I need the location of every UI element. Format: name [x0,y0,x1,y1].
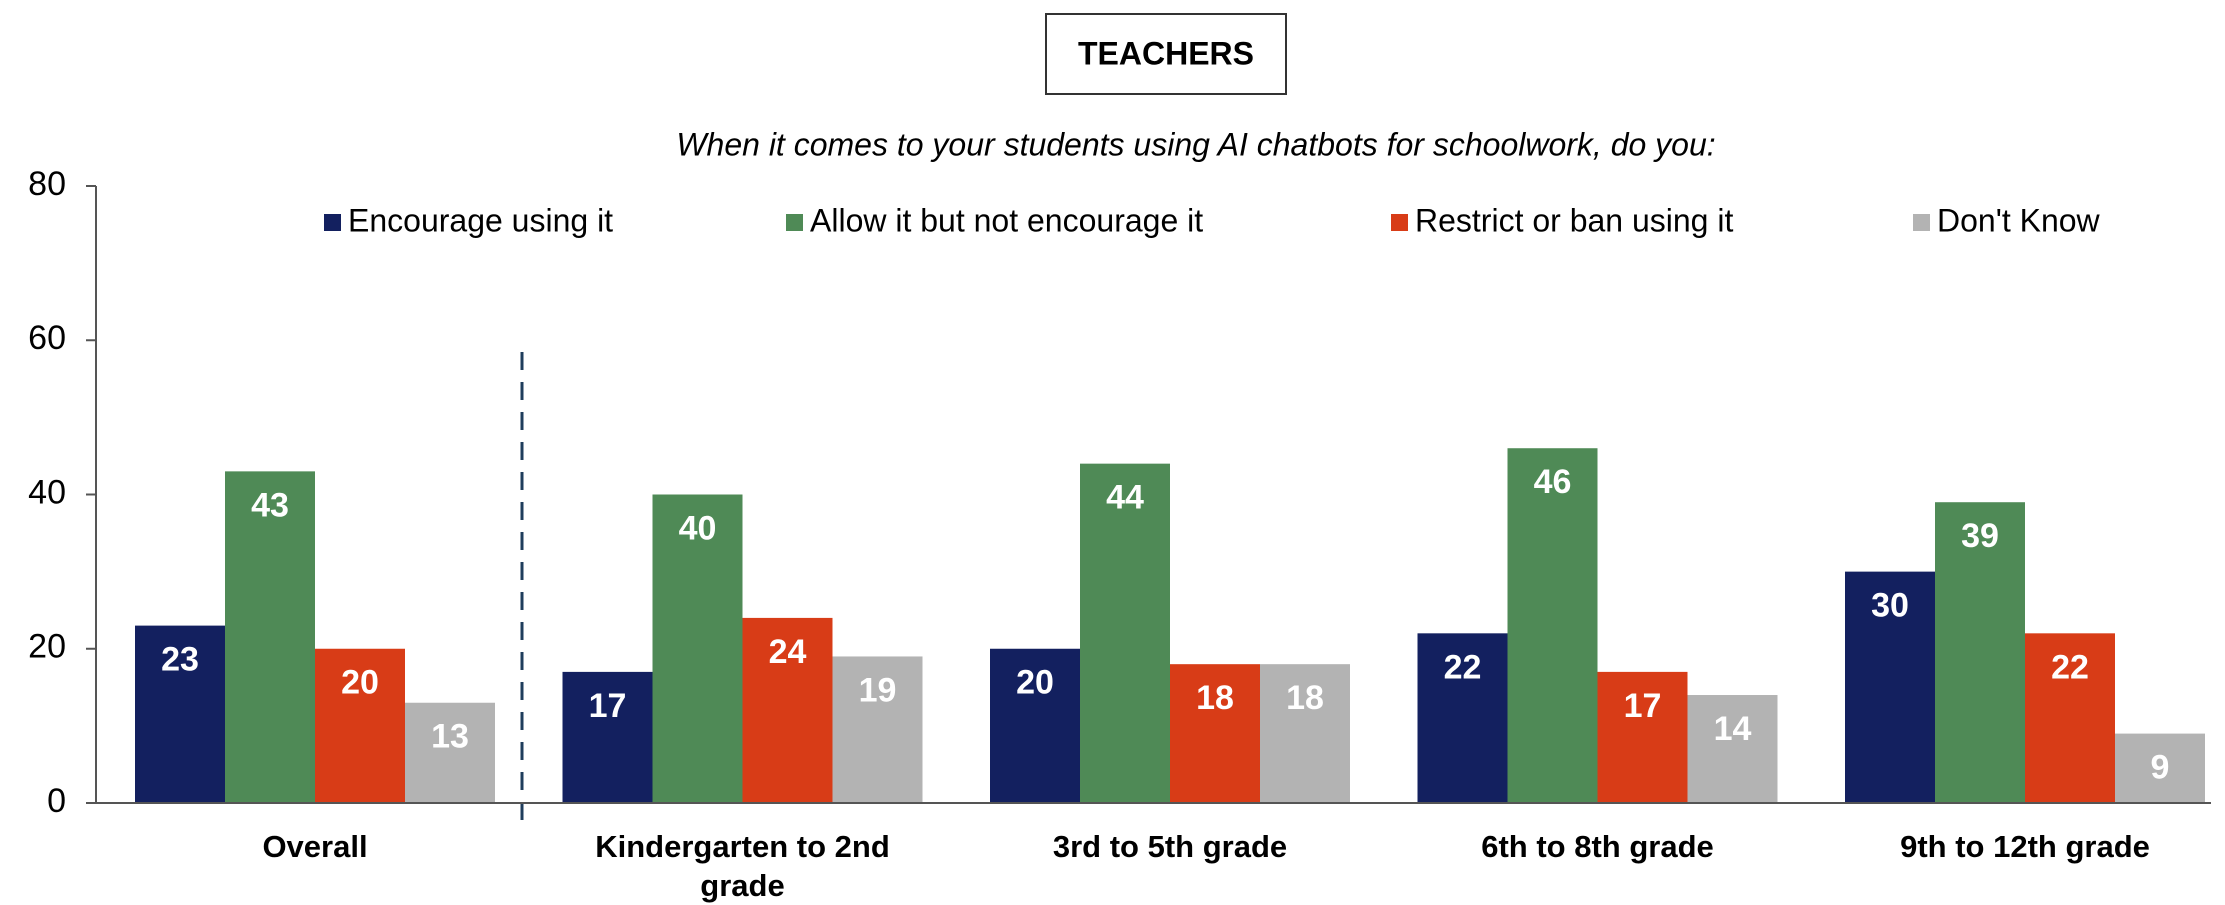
bar [315,648,405,803]
bar [652,494,743,803]
bar [1597,671,1688,803]
bar-label: 20 [1016,664,1054,702]
bar [990,648,1080,803]
bar [1170,664,1260,803]
chart-title: TEACHERS [1078,35,1254,71]
bar-label: 22 [2051,648,2089,686]
legend-label: Don't Know [1937,202,2101,238]
legend-swatch [1391,214,1408,231]
bar-label: 19 [859,671,897,709]
bar [1417,633,1508,803]
bar-label: 30 [1871,587,1909,625]
y-tick-label: 80 [28,165,66,203]
legend-label: Encourage using it [348,202,613,238]
x-tick-label: 6th to 8th grade [1481,829,1714,864]
bar [1687,695,1778,803]
bar-label: 9 [2151,749,2170,787]
bar [2025,633,2115,803]
bar [2115,733,2205,803]
bar-label: 18 [1196,679,1234,717]
bar-label: 23 [161,641,199,679]
bar [1935,502,2025,803]
legend-label: Allow it but not encourage it [810,202,1203,238]
y-tick-label: 0 [47,782,66,820]
bar-label: 43 [251,486,289,524]
y-tick-label: 20 [28,628,66,666]
chart-subtitle: When it comes to your students using AI … [676,126,1715,162]
bar-label: 46 [1534,463,1572,501]
bar-label: 22 [1444,648,1482,686]
y-tick-label: 40 [28,473,66,511]
bar [562,671,653,803]
bar-label: 17 [1624,687,1662,725]
legend-swatch [324,214,341,231]
bar [1080,463,1170,803]
bar [405,702,495,803]
bar-label: 17 [589,687,627,725]
x-tick-label: 3rd to 5th grade [1053,829,1287,864]
bar [1260,664,1350,803]
x-tick-label: 9th to 12th grade [1900,829,2150,864]
legend-swatch [1913,214,1930,231]
bar [1507,448,1598,803]
legend-swatch [786,214,803,231]
bar [832,656,923,803]
bar [742,617,833,803]
legend-label: Restrict or ban using it [1415,202,1733,238]
bar-label: 14 [1714,710,1752,748]
y-tick-label: 60 [28,319,66,357]
x-tick-label: Overall [262,829,367,864]
bar-label: 44 [1106,479,1144,517]
title-box [1045,13,1287,95]
bar-label: 24 [769,633,807,671]
x-tick-label: Kindergarten to 2nd grade [595,829,890,903]
bar-label: 40 [679,509,717,547]
bar [225,471,315,803]
bar-label: 13 [431,718,469,756]
bar-label: 20 [341,664,379,702]
bar [1845,571,1935,803]
bar-label: 39 [1961,517,1999,555]
bar-label: 18 [1286,679,1324,717]
bar [135,625,225,803]
